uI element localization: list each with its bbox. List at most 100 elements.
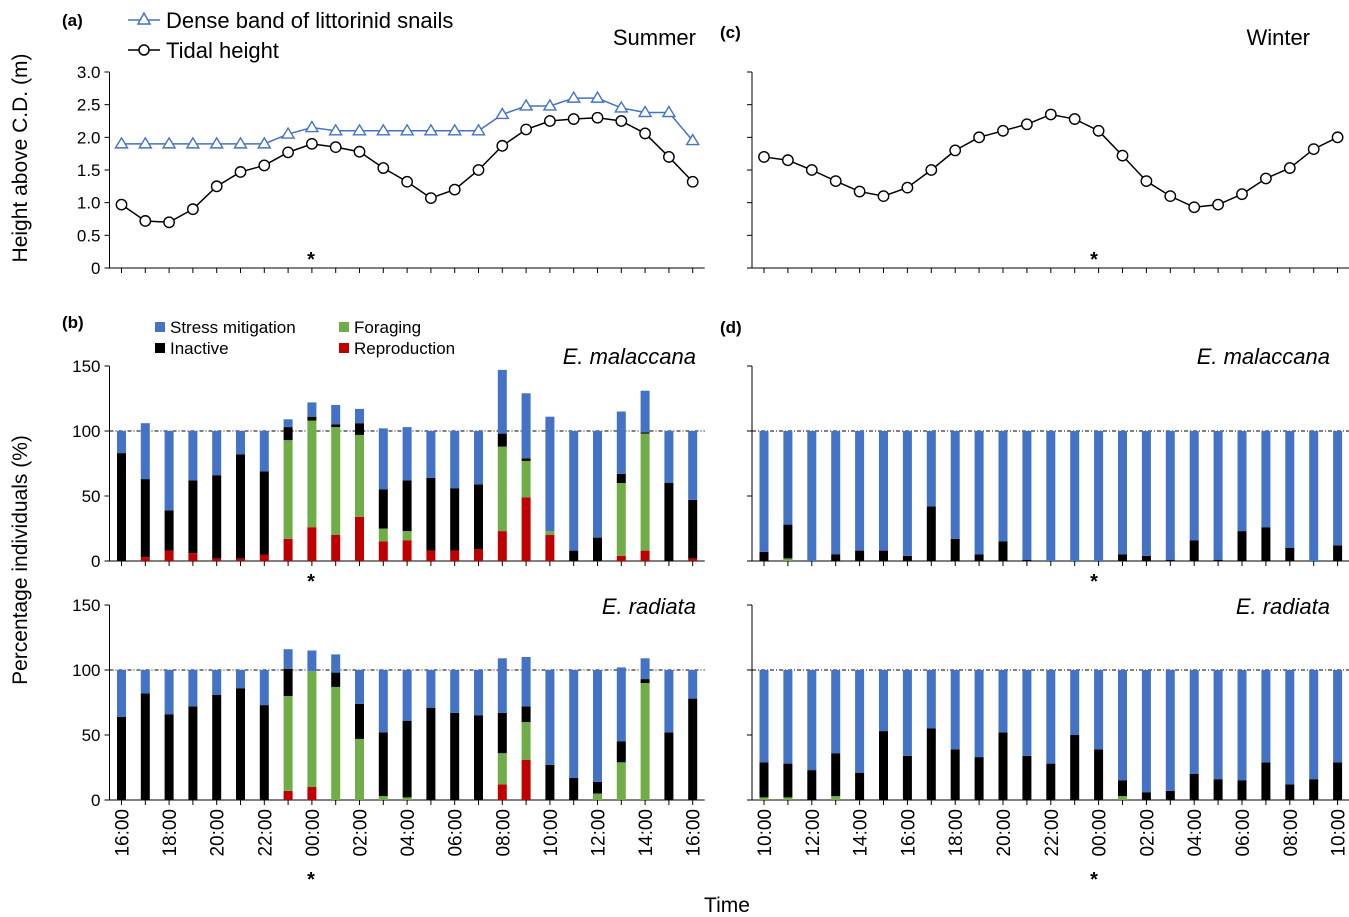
summer-radiata-bar-foraging-22 — [640, 683, 650, 800]
winter-tidal-height-point-18 — [1188, 201, 1201, 214]
winter-tidal-height-point-11 — [1021, 118, 1033, 131]
summer-malaccana-bar-inactive-17 — [521, 458, 531, 461]
summer-malaccana-bar-stress-mitigation-20 — [593, 431, 602, 538]
summer-malaccana-bar-reproduction-10 — [355, 516, 364, 561]
summer-malaccana-bar-stress-mitigation-11 — [378, 428, 388, 490]
summer-malaccana-bar-inactive-16 — [497, 433, 507, 447]
winter-radiata-bar-foraging-3 — [831, 796, 841, 800]
winter-tidal-height-point-8 — [949, 144, 962, 157]
winter-radiata-bar-stress-mitigation-4 — [855, 670, 865, 773]
winter-radiata-bar-inactive-6 — [902, 755, 912, 800]
summer-malaccana-bar-stress-mitigation-14 — [450, 431, 460, 489]
summer-radiata-bar-foraging-10 — [355, 738, 364, 800]
summer-radiata-bar-reproduction-8 — [307, 787, 317, 800]
winter-malaccana-bar-stress-mitigation-18 — [1189, 431, 1199, 541]
summer-malaccana-bar-reproduction-22 — [640, 550, 650, 561]
summer-radiata-bar-reproduction-7 — [283, 790, 293, 800]
summer-malaccana-bar-reproduction-2 — [164, 550, 174, 561]
summer-malaccana-bar-inactive-2 — [164, 510, 174, 551]
summer-tidal-height-point-24 — [686, 175, 699, 188]
winter-tidal-height-point-14 — [1092, 124, 1105, 137]
summer-radiata-bar-inactive-19 — [569, 777, 579, 800]
summer-malaccana-bar-inactive-1 — [140, 479, 150, 558]
summer-time-label-11: 14:00 — [636, 809, 657, 857]
winter-malaccana-bar-stress-mitigation-7 — [926, 431, 936, 507]
winter-malaccana-bar-stress-mitigation-23 — [1309, 431, 1319, 561]
summer-radiata-bar-stress-mitigation-15 — [474, 670, 483, 716]
summer-tidal-height-point-2 — [163, 216, 176, 229]
winter-radiata-bar-stress-mitigation-14 — [1094, 670, 1104, 750]
summer-tidal-height-point-9 — [329, 141, 342, 154]
summer-malaccana-bar-foraging-7 — [283, 440, 293, 539]
winter-time-label-10: 06:00 — [1233, 809, 1254, 857]
winter-tidal-height-point-23 — [1307, 143, 1320, 155]
species-title-summer-radiata: E. radiata — [602, 594, 696, 619]
summer-malaccana-bar-reproduction-1 — [140, 557, 150, 561]
winter-radiata-bar-stress-mitigation-18 — [1189, 670, 1199, 774]
winter-tidal-height-point-3 — [829, 175, 842, 188]
legend-tidal-marker — [138, 44, 150, 56]
summer-radiata-bar-foraging-16 — [497, 753, 507, 785]
summer-malaccana-y-tick-label-2: 100 — [72, 422, 100, 441]
summer-malaccana-bar-stress-mitigation-23 — [664, 431, 674, 483]
summer-tidal-height-point-1 — [139, 215, 152, 227]
winter-malaccana-bar-inactive-1 — [783, 524, 793, 559]
summer-snail-band-point-1 — [138, 136, 153, 149]
summer-time-label-8: 08:00 — [493, 809, 514, 857]
panel-a-label: (a) — [62, 11, 83, 30]
winter-malaccana-bar-stress-mitigation-11 — [1022, 431, 1032, 560]
summer-tidal-height-point-18 — [544, 115, 556, 127]
winter-malaccana-bar-stress-mitigation-5 — [879, 431, 888, 551]
winter-malaccana-bar-inactive-24 — [1333, 545, 1343, 561]
winter-tidal-height-point-9 — [973, 131, 985, 144]
summer-tidal-height-point-16 — [496, 139, 509, 152]
summer-radiata-bar-reproduction-16 — [497, 784, 507, 800]
summer-tidal-height-point-3 — [186, 203, 199, 216]
winter-malaccana-bar-stress-mitigation-17 — [1165, 431, 1175, 560]
winter-tidal-height-point-10 — [997, 124, 1009, 137]
winter-malaccana-bar-inactive-15 — [1118, 554, 1127, 561]
summer-radiata-bar-stress-mitigation-3 — [188, 670, 198, 707]
summer-radiata-bar-stress-mitigation-18 — [545, 670, 555, 765]
summer-radiata-bar-inactive-1 — [140, 693, 150, 800]
summer-malaccana-bar-stress-mitigation-1 — [140, 423, 150, 480]
winter-radiata-bar-stress-mitigation-24 — [1333, 670, 1343, 763]
winter-malaccana-bar-inactive-10 — [998, 541, 1008, 561]
summer-malaccana-bar-reproduction-8 — [307, 527, 317, 561]
summer-radiata-bar-inactive-22 — [640, 679, 650, 683]
summer-time-label-5: 02:00 — [351, 809, 372, 857]
summer-line-y-tick-label-6: 3.0 — [77, 63, 101, 82]
summer-tidal-height-point-8 — [305, 137, 318, 150]
winter-radiata-bar-inactive-13 — [1070, 735, 1080, 800]
asterisk-a: * — [307, 249, 315, 271]
summer-radiata-bar-stress-mitigation-24 — [688, 670, 698, 699]
summer-malaccana-bar-foraging-9 — [331, 427, 341, 535]
summer-malaccana-bar-inactive-5 — [236, 454, 245, 559]
summer-radiata-bar-inactive-6 — [259, 705, 269, 800]
time-axis-title: Time — [704, 894, 750, 917]
winter-tidal-height-point-24 — [1331, 131, 1344, 144]
legend-foraging-label: Foraging — [354, 318, 421, 337]
summer-snail-band-point-3 — [185, 136, 201, 149]
summer-malaccana-bar-inactive-4 — [212, 475, 222, 559]
winter-radiata-bar-inactive-16 — [1141, 792, 1151, 800]
winter-radiata-bar-inactive-24 — [1333, 762, 1343, 800]
summer-malaccana-bar-stress-mitigation-13 — [426, 431, 436, 478]
winter-tidal-height-point-20 — [1236, 188, 1248, 201]
summer-radiata-bar-stress-mitigation-19 — [569, 670, 579, 778]
summer-malaccana-bar-stress-mitigation-18 — [545, 416, 555, 532]
winter-radiata-bar-foraging-1 — [783, 797, 793, 800]
summer-radiata-bar-inactive-7 — [283, 668, 293, 696]
winter-malaccana-bar-inactive-6 — [902, 555, 912, 561]
winter-radiata-bar-inactive-15 — [1118, 780, 1127, 797]
summer-malaccana-bar-inactive-19 — [569, 550, 579, 561]
winter-radiata-bar-foraging-15 — [1118, 796, 1127, 800]
winter-malaccana-bar-stress-mitigation-4 — [855, 431, 865, 551]
panel-c-label: (c) — [720, 23, 741, 42]
summer-tidal-height-point-23 — [663, 151, 675, 163]
summer-time-label-6: 04:00 — [398, 809, 419, 857]
asterisk-bottom-summer: * — [307, 869, 315, 891]
winter-tidal-height-point-22 — [1283, 162, 1296, 174]
percentage-axis-title: Percentage individuals (%) — [9, 435, 32, 685]
summer-radiata-bar-foraging-11 — [378, 796, 388, 800]
